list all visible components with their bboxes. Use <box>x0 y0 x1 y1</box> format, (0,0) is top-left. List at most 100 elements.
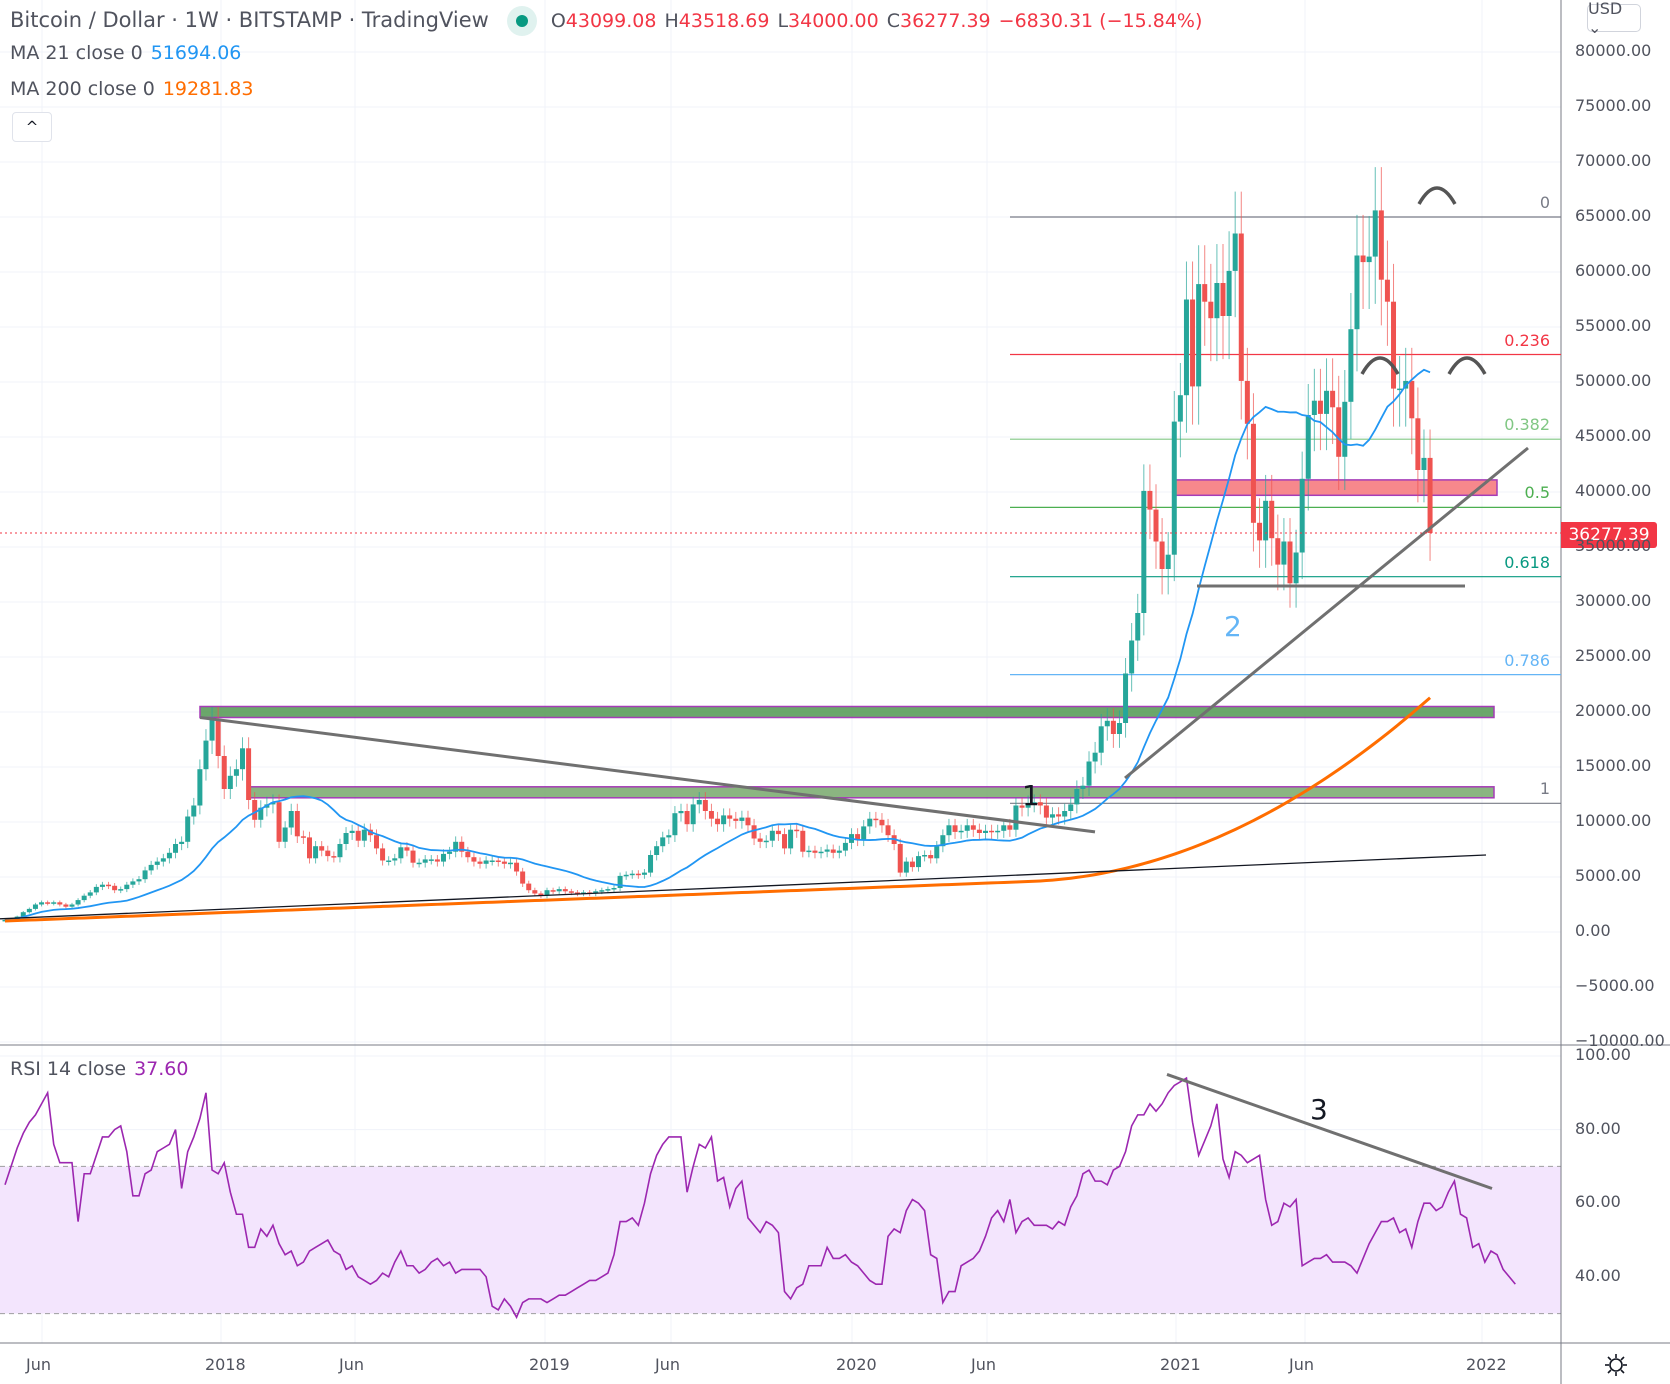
candle-body <box>447 851 453 854</box>
candle-body <box>209 719 215 741</box>
rsi-axis-label: 80.00 <box>1575 1118 1621 1138</box>
candle-body <box>946 825 952 836</box>
candle-body <box>800 830 806 852</box>
candle-body <box>593 891 599 894</box>
candle-body <box>477 861 483 864</box>
candle-body <box>1336 407 1342 457</box>
candle-body <box>1080 785 1086 789</box>
price-axis-label: 0.00 <box>1575 921 1611 940</box>
candle-body <box>179 841 185 844</box>
candle-body <box>708 811 714 819</box>
rsi-axis-label: 40.00 <box>1575 1265 1621 1285</box>
ma200-legend[interactable]: MA 200 close 0 19281.83 <box>10 78 254 100</box>
candle-body <box>1025 803 1031 808</box>
candle-body <box>611 888 617 890</box>
candle-body <box>702 800 708 811</box>
candle-body <box>1305 415 1311 479</box>
candle-body <box>63 904 69 907</box>
candle-body <box>459 841 465 852</box>
price-axis-label: 35000.00 <box>1575 536 1652 555</box>
candle-body <box>769 830 775 841</box>
head-shoulders-arc[interactable] <box>1417 186 1457 205</box>
candle-body <box>1415 418 1421 470</box>
candle-body <box>26 908 32 913</box>
candle-body <box>93 886 99 893</box>
ma21-value: 51694.06 <box>150 42 242 64</box>
candle-body <box>1214 283 1220 319</box>
head-shoulders-arc[interactable] <box>1447 356 1487 375</box>
candle-body <box>465 851 471 858</box>
rsi-trendline[interactable] <box>1166 1072 1493 1190</box>
candle-body <box>1141 490 1147 613</box>
price-axis-label: 15000.00 <box>1575 756 1652 775</box>
candle-body <box>1372 210 1378 257</box>
candle-body <box>1220 283 1226 316</box>
candle-body <box>763 840 769 843</box>
candle-body <box>1384 279 1390 302</box>
candle-body <box>739 817 745 821</box>
symbol-title[interactable]: Bitcoin / Dollar · 1W · BITSTAMP · Tradi… <box>10 8 489 32</box>
candle-body <box>1287 541 1293 584</box>
candle-body <box>654 846 660 855</box>
candle-body <box>909 861 915 868</box>
candle-body <box>440 853 446 862</box>
fib-level-label: 1 <box>1539 779 1550 799</box>
candle-body <box>940 835 946 847</box>
candle-body <box>690 804 696 825</box>
price-axis-label: 30000.00 <box>1575 591 1652 610</box>
downtrend-resistance-trendline[interactable] <box>199 716 1096 834</box>
uptrend-support-trendline[interactable] <box>1124 446 1529 780</box>
price-axis-label: 55000.00 <box>1575 316 1652 335</box>
candle-body <box>1123 673 1129 723</box>
fib-level-label: 0.236 <box>1504 330 1550 350</box>
ohlc-values: O43099.08 H43518.69 L34000.00 C36277.39 −683… <box>550 10 1203 32</box>
candle-body <box>733 818 739 821</box>
candle-body <box>885 825 891 836</box>
candle-body <box>629 873 635 876</box>
time-axis-label: Jun <box>971 1355 996 1374</box>
candle-body <box>958 830 964 833</box>
candle-body <box>1330 390 1336 408</box>
candle-body <box>1226 270 1232 316</box>
candle-body <box>233 769 239 776</box>
candle-body <box>294 811 300 837</box>
ma21-line <box>4 368 1431 921</box>
candle-body <box>69 904 75 907</box>
time-axis-label: Jun <box>339 1355 364 1374</box>
candle-body <box>1348 329 1354 402</box>
candle-body <box>995 830 1001 833</box>
candle-body <box>1129 640 1135 674</box>
candle-body <box>392 858 398 861</box>
candle-body <box>672 813 678 836</box>
candle-body <box>373 835 379 849</box>
resistance-zone-2017-high[interactable] <box>199 705 1495 719</box>
candle-body <box>1104 720 1110 727</box>
ma21-legend[interactable]: MA 21 close 0 51694.06 <box>10 42 242 64</box>
candle-body <box>160 858 166 862</box>
candle-body <box>434 859 440 862</box>
collapse-legend-button[interactable]: ^ <box>12 112 52 142</box>
candle-body <box>45 902 51 904</box>
candle-body <box>648 855 654 873</box>
candle-body <box>721 815 727 825</box>
candle-body <box>124 884 130 890</box>
currency-selector[interactable]: USD ⌄ <box>1587 0 1641 37</box>
rsi-legend[interactable]: RSI 14 close 37.60 <box>10 1058 189 1080</box>
candle-body <box>605 889 611 891</box>
time-axis-label: 2020 <box>836 1355 877 1374</box>
candle-body <box>501 861 507 864</box>
candle-body <box>1427 457 1433 533</box>
settings-gear-icon[interactable] <box>1603 1352 1629 1378</box>
head-shoulders-arc[interactable] <box>1360 356 1400 375</box>
long-term-support-trendline[interactable] <box>0 854 1487 920</box>
candle-body <box>1232 233 1238 271</box>
candle-body <box>867 818 873 827</box>
chart-legend-title: Bitcoin / Dollar · 1W · BITSTAMP · Tradi… <box>10 6 1210 36</box>
current-price-tag: 36277.39 <box>1561 522 1657 548</box>
candle-body <box>1068 804 1074 811</box>
support-zone-40k[interactable] <box>1172 479 1498 497</box>
candle-body <box>1116 723 1122 734</box>
candle-body <box>215 719 221 756</box>
candle-body <box>1147 490 1153 510</box>
